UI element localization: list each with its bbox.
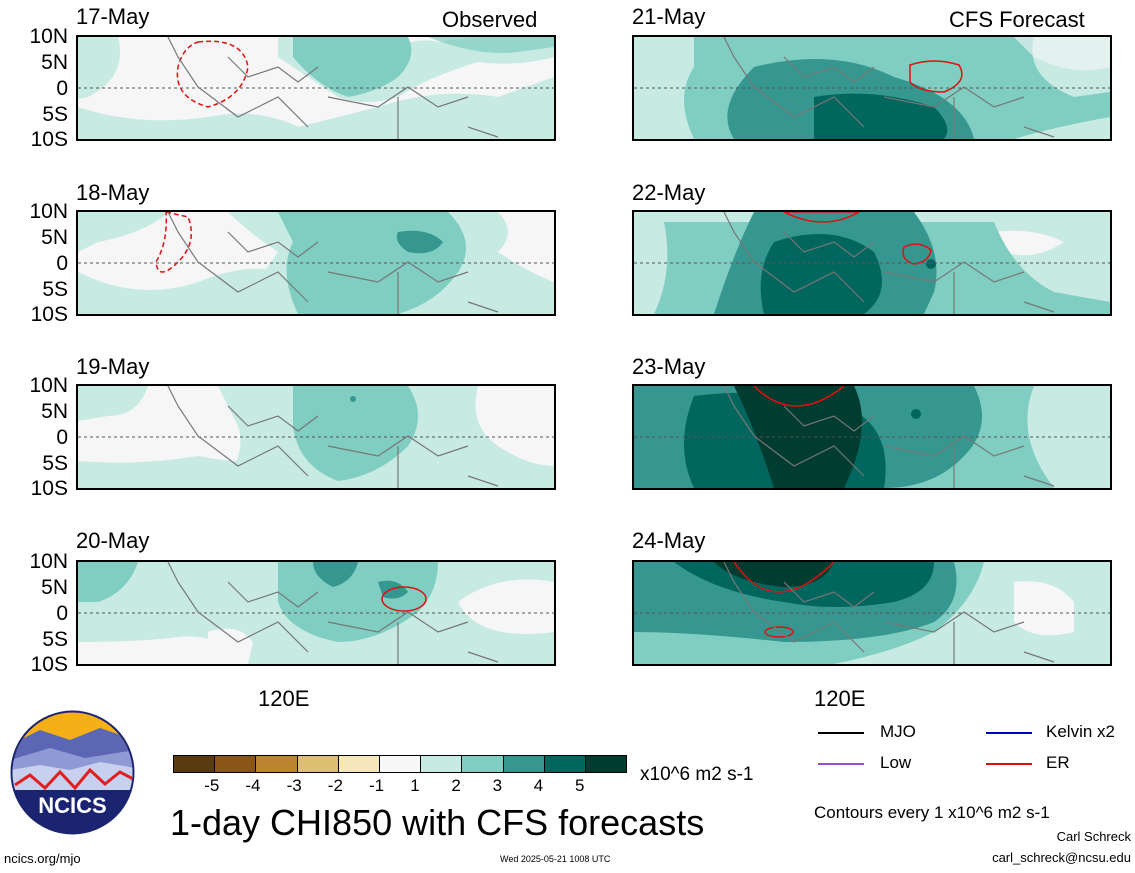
- date-label: 18-May: [76, 180, 150, 205]
- colorbar-tick-label: -5: [204, 776, 220, 795]
- legend-mjo-line: [818, 732, 864, 734]
- lat-label: 5S: [42, 103, 68, 126]
- lat-label: 0: [56, 77, 68, 100]
- colorbar-tick-label: -3: [286, 776, 302, 795]
- lon-label: 120E: [814, 686, 866, 711]
- map-panel-observed-17may: [76, 35, 556, 141]
- colorbar-tick-label: -4: [245, 776, 261, 795]
- legend-kelvin-line: [986, 732, 1032, 734]
- observed-header: Observed: [442, 7, 538, 32]
- map-panel-forecast-23may: [632, 384, 1112, 490]
- date-label: 22-May: [632, 180, 706, 205]
- map-panel-forecast-22may: [632, 210, 1112, 316]
- colorbar-swatch: [461, 755, 504, 773]
- cfs-forecast-header: CFS Forecast: [949, 7, 1085, 32]
- lat-label: 10S: [30, 128, 68, 151]
- colorbar-swatch: [337, 755, 380, 773]
- date-label: 21-May: [632, 4, 706, 29]
- footer-url: ncics.org/mjo: [4, 851, 81, 866]
- lat-label: 10N: [29, 550, 68, 573]
- colorbar-tick-label: -2: [327, 776, 343, 795]
- colorbar-swatch: [296, 755, 339, 773]
- colorbar-swatch: [255, 755, 298, 773]
- lat-label: 10S: [30, 477, 68, 500]
- lat-label: 5S: [42, 278, 68, 301]
- legend-low-line: [818, 763, 864, 765]
- lat-label: 5N: [41, 51, 68, 74]
- map-panel-forecast-24may: [632, 560, 1112, 666]
- legend-er-line: [986, 763, 1032, 765]
- colorbar-tick-label: -1: [369, 776, 385, 795]
- lat-label: 5N: [41, 400, 68, 423]
- legend-er-label: ER: [1046, 753, 1070, 772]
- colorbar-swatch: [420, 755, 463, 773]
- lat-label: 5N: [41, 576, 68, 599]
- colorbar-swatch: [543, 755, 586, 773]
- contour-note: Contours every 1 x10^6 m2 s-1: [814, 803, 1050, 822]
- lat-label: 0: [56, 252, 68, 275]
- colorbar-swatch: [502, 755, 545, 773]
- colorbar-swatch: [214, 755, 257, 773]
- map-panel-observed-19may: [76, 384, 556, 490]
- colorbar-tick-label: 2: [451, 776, 461, 795]
- colorbar: -5 -4 -3 -2 -1 1 2 3 4 5: [173, 755, 628, 795]
- date-label: 24-May: [632, 528, 706, 553]
- lat-label: 5S: [42, 628, 68, 651]
- date-label: 17-May: [76, 4, 150, 29]
- legend-kelvin-label: Kelvin x2: [1046, 722, 1115, 741]
- colorbar-tick-label: 4: [533, 776, 544, 795]
- colorbar-tick-label: 3: [492, 776, 503, 795]
- colorbar-tick-label: 1: [410, 776, 420, 795]
- date-label: 23-May: [632, 354, 706, 379]
- author-email: carl_schreck@ncsu.edu: [992, 850, 1131, 865]
- lon-label: 120E: [258, 686, 310, 711]
- footer-timestamp: Wed 2025-05-21 1008 UTC: [500, 854, 611, 864]
- lat-label: 10S: [30, 653, 68, 676]
- lat-label: 5N: [41, 226, 68, 249]
- map-panel-observed-20may: [76, 560, 556, 666]
- lat-label: 10S: [30, 303, 68, 326]
- logo-text: NCICS: [38, 793, 106, 818]
- legend-low-label: Low: [880, 753, 912, 772]
- chart-title: 1-day CHI850 with CFS forecasts: [170, 802, 705, 843]
- date-label: 19-May: [76, 354, 150, 379]
- map-panel-observed-18may: [76, 210, 556, 316]
- date-label: 20-May: [76, 528, 150, 553]
- lat-label: 10N: [29, 25, 68, 48]
- ncics-logo: NCICS: [10, 710, 135, 835]
- map-panel-forecast-21may: [632, 35, 1112, 141]
- colorbar-units: x10^6 m2 s-1: [640, 764, 754, 785]
- author-name: Carl Schreck: [1056, 829, 1131, 844]
- legend-mjo-label: MJO: [880, 722, 916, 741]
- lat-label: 5S: [42, 452, 68, 475]
- colorbar-swatch: [585, 755, 628, 773]
- lat-label: 10N: [29, 200, 68, 223]
- colorbar-tick-label: 5: [575, 776, 585, 795]
- lat-label: 0: [56, 426, 68, 449]
- lat-label: 0: [56, 602, 68, 625]
- lat-label: 10N: [29, 374, 68, 397]
- colorbar-swatch: [173, 755, 216, 773]
- colorbar-swatch: [379, 755, 422, 773]
